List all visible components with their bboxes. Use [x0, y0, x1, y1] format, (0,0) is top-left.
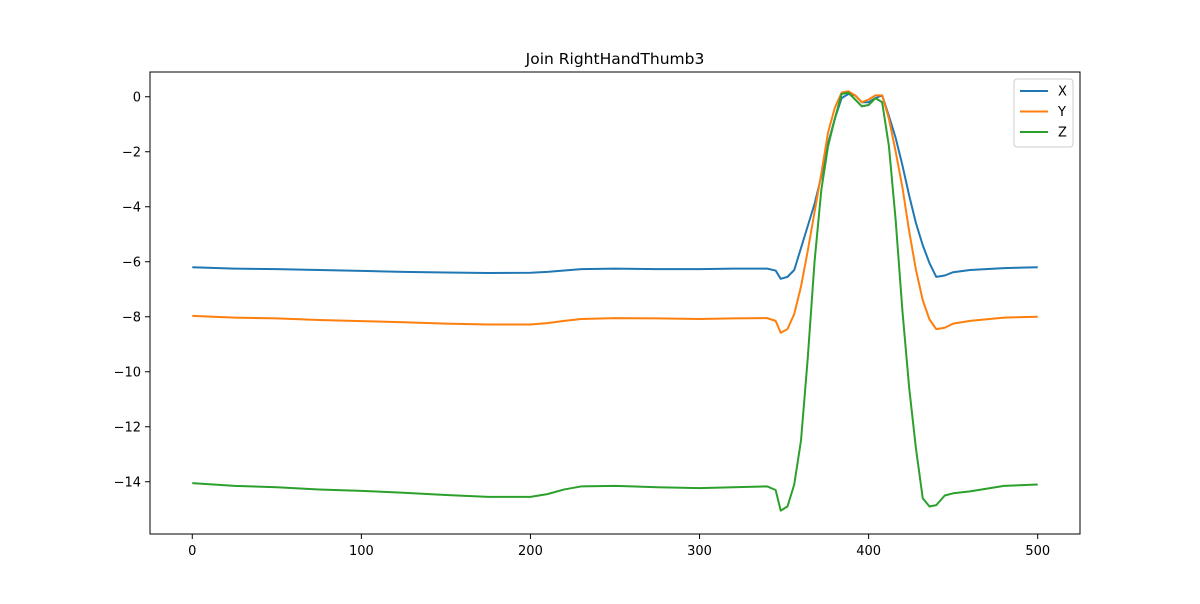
- legend: XYZ: [1013, 78, 1074, 148]
- x-tick-label: 300: [687, 544, 712, 559]
- legend-item-z: Z: [1020, 126, 1067, 141]
- x-tick-label: 100: [349, 544, 374, 559]
- axes-frame: [149, 71, 1081, 535]
- y-tick-label: −12: [114, 420, 141, 435]
- y-tick-label: −14: [114, 475, 141, 490]
- y-tick-label: −8: [122, 310, 141, 325]
- legend-label: Z: [1058, 126, 1067, 141]
- x-axis: 0 100 200 300 400 500: [188, 534, 1050, 559]
- x-tick-label: 0: [188, 544, 196, 559]
- legend-item-x: X: [1020, 85, 1067, 100]
- x-tick-label: 200: [518, 544, 543, 559]
- plot-area: [149, 71, 1081, 535]
- y-tick-label: −2: [122, 145, 141, 160]
- x-tick-label: 400: [856, 544, 881, 559]
- y-tick-label: −4: [122, 200, 141, 215]
- legend-box: [1013, 78, 1074, 148]
- x-tick-label: 500: [1025, 544, 1050, 559]
- series-line-x: [192, 93, 1038, 280]
- legend-item-y: Y: [1020, 105, 1066, 120]
- chart-title: Join RightHandThumb3: [525, 50, 705, 68]
- y-tick-label: −6: [122, 255, 141, 270]
- legend-label: Y: [1057, 105, 1066, 120]
- series-line-z: [192, 91, 1038, 512]
- series-line-y: [192, 90, 1038, 334]
- y-axis: 0 −2 −4 −6 −8 −10 −12 −14: [114, 90, 150, 490]
- legend-label: X: [1058, 85, 1067, 100]
- y-tick-label: −10: [114, 365, 141, 380]
- y-tick-label: 0: [133, 90, 141, 105]
